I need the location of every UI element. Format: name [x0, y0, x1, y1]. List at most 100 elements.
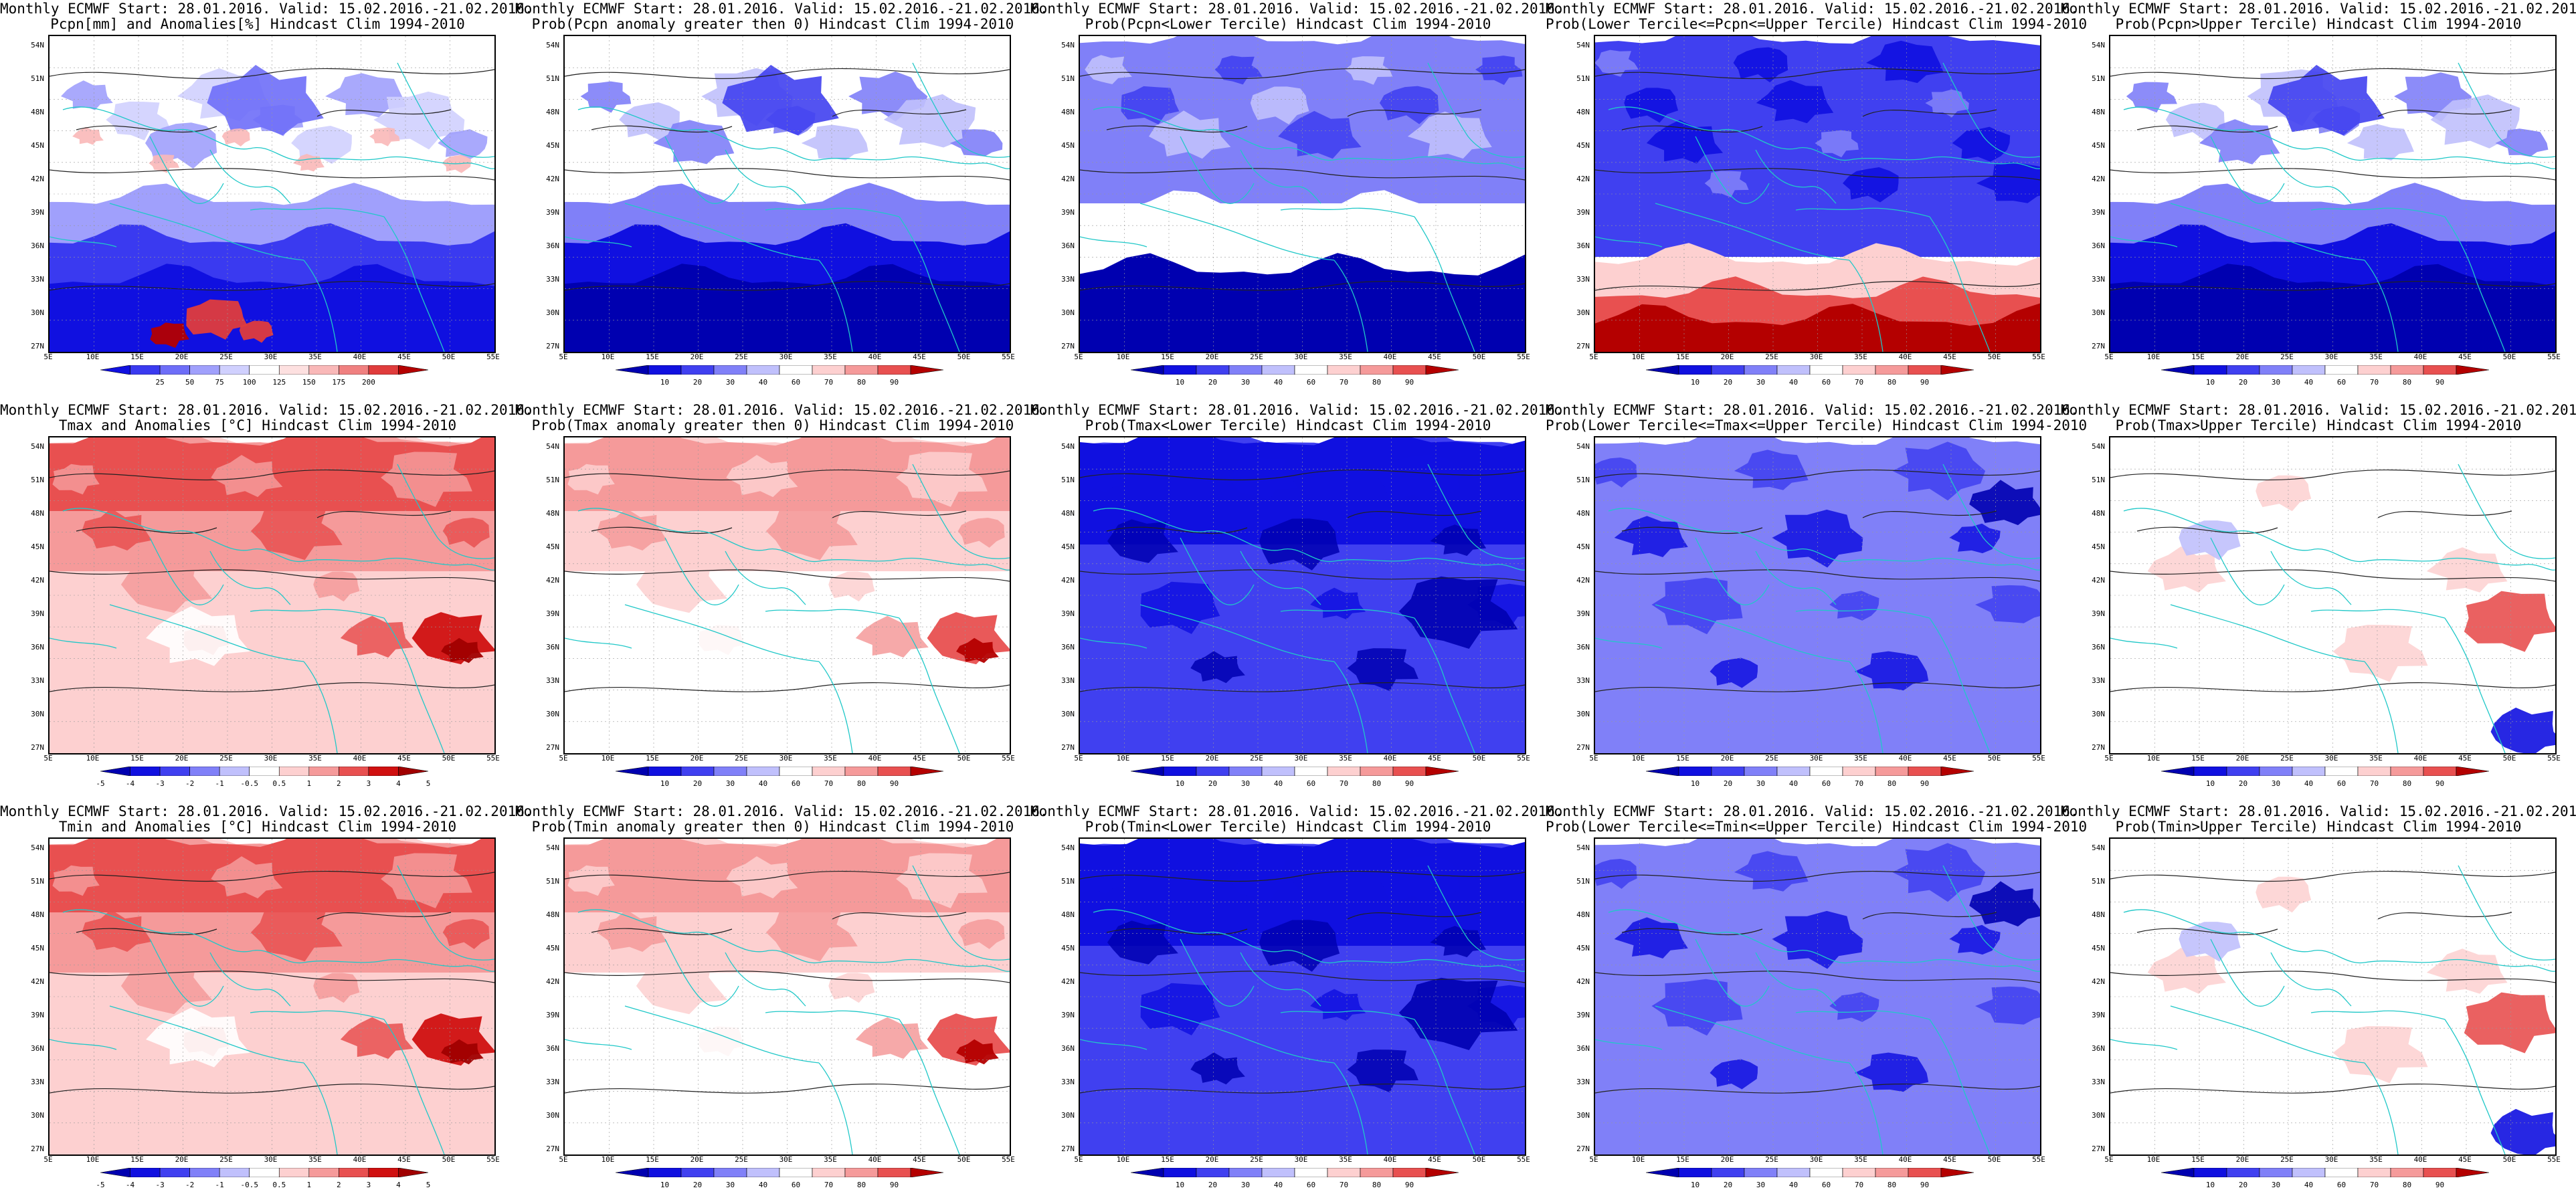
colorbar-swatch — [159, 365, 190, 375]
latitude-label: 39N — [1576, 1011, 1590, 1019]
map-field-region — [438, 129, 488, 159]
latitude-label: 45N — [2092, 944, 2105, 952]
longitude-label: 5E — [559, 353, 568, 361]
colorbar-tick-label: 60 — [1821, 779, 1831, 788]
colorbar-swatch — [100, 767, 130, 776]
longitude-label: 55E — [1517, 754, 1530, 763]
longitude-label: 25E — [735, 754, 748, 763]
map-coastline — [1929, 617, 1991, 753]
map-frame — [2109, 35, 2557, 353]
longitude-label: 45E — [1428, 754, 1441, 763]
latitude-label: 30N — [1061, 308, 1075, 317]
colorbar-tick-label: 80 — [856, 779, 866, 788]
forecast-map — [50, 437, 494, 753]
latitude-label: 36N — [546, 643, 559, 651]
longitude-label: 10E — [1631, 754, 1645, 763]
longitude-label: 20E — [690, 754, 704, 763]
colorbar-tick-label: 100 — [242, 378, 256, 387]
latitude-label: 27N — [1576, 342, 1590, 350]
map-field-region — [1310, 587, 1366, 620]
forecast-map — [2110, 437, 2555, 753]
colorbar-swatch — [1294, 767, 1328, 776]
map-coastline — [577, 909, 1010, 972]
latitude-label: 42N — [2092, 175, 2105, 183]
map-contour-line — [50, 682, 494, 692]
longitude-label: 10E — [1116, 353, 1130, 361]
map-coastline — [1608, 106, 2040, 169]
map-field-region — [1829, 992, 1879, 1022]
panel-title-line2: Tmax and Anomalies [°C] Hindcast Clim 19… — [58, 417, 457, 433]
latitude-label: 51N — [2092, 877, 2105, 886]
colorbar-swatch — [2193, 365, 2227, 375]
colorbar-swatch — [877, 767, 911, 776]
colorbar-swatch — [1261, 767, 1295, 776]
colorbar-graphic — [1646, 767, 1974, 776]
colorbar-swatch — [1425, 1168, 1459, 1177]
colorbar-tick-label: 25 — [155, 378, 165, 387]
map-coastline — [818, 1062, 853, 1155]
colorbar-tick-label: -2 — [185, 1181, 195, 1189]
latitude-label: 48N — [1576, 108, 1590, 116]
longitude-label: 25E — [2280, 353, 2294, 361]
longitude-label: 5E — [559, 754, 568, 763]
map-coastline — [2170, 203, 2365, 261]
colorbar-tick-label: 70 — [824, 779, 834, 788]
map-contour-line — [1595, 871, 2040, 882]
longitude-label: 10E — [1631, 1155, 1645, 1164]
latitude-label: 42N — [1576, 576, 1590, 585]
colorbar-swatch — [1327, 767, 1361, 776]
map-field-region — [2490, 707, 2555, 753]
map-coastline — [2444, 1019, 2506, 1155]
latitude-label: 39N — [546, 609, 559, 618]
map-coastline — [2444, 216, 2506, 352]
latitude-label: 48N — [2092, 910, 2105, 919]
colorbar-tick-label: 60 — [2336, 1181, 2347, 1189]
longitude-label: 10E — [1631, 353, 1645, 361]
latitude-label: 36N — [1061, 1044, 1075, 1053]
colorbar-swatch — [249, 767, 280, 776]
map-coastline — [2310, 609, 2446, 619]
map-field-region — [1190, 651, 1245, 684]
longitude-label: 20E — [2235, 754, 2249, 763]
longitude-label: 40E — [868, 754, 882, 763]
longitude-label: 25E — [2280, 1155, 2294, 1164]
colorbar-swatch — [1842, 767, 1876, 776]
map-contour-line — [50, 569, 494, 582]
colorbar-tick-label: 90 — [1920, 1181, 1930, 1189]
map-frame — [2109, 436, 2557, 755]
colorbar-swatch — [1392, 1168, 1427, 1177]
colorbar-graphic — [100, 365, 428, 375]
map-coastline — [2310, 1010, 2446, 1020]
colorbar-swatch — [2226, 1168, 2260, 1177]
map-coastline — [2270, 550, 2352, 605]
longitude-label: 25E — [735, 1155, 748, 1164]
latitude-label: 39N — [546, 208, 559, 217]
map-coastline — [1280, 1010, 1415, 1020]
map-field-region — [1259, 920, 1340, 972]
map-field-region — [949, 129, 1003, 157]
longitude-label: 25E — [219, 754, 233, 763]
latitude-label: 48N — [31, 108, 44, 116]
longitude-label: 20E — [1720, 353, 1734, 361]
latitude-label: 48N — [1061, 108, 1075, 116]
latitude-label: 54N — [31, 41, 44, 49]
colorbar — [100, 767, 428, 776]
longitude-label: 40E — [1898, 353, 1912, 361]
map-contour-line — [1595, 68, 2040, 80]
colorbar-swatch — [2161, 1168, 2195, 1177]
map-field-region — [2147, 546, 2226, 593]
latitude-label: 39N — [1061, 609, 1075, 618]
longitude-label: 10E — [2146, 754, 2160, 763]
latitude-label: 45N — [546, 141, 559, 150]
map-field-region — [2332, 625, 2428, 682]
map-contour-line — [1595, 971, 2040, 983]
panel-title-line1: Monthly ECMWF Start: 28.01.2016. Valid: … — [1030, 803, 1564, 819]
longitude-label: 15E — [130, 1155, 144, 1164]
colorbar-tick-label: 10 — [1175, 779, 1185, 788]
colorbar-swatch — [2292, 1168, 2326, 1177]
latitude-label: 39N — [31, 208, 44, 217]
longitude-label: 20E — [2235, 353, 2249, 361]
latitude-label: 51N — [546, 476, 559, 484]
latitude-label: 27N — [546, 342, 559, 350]
map-coastline — [577, 508, 1010, 571]
